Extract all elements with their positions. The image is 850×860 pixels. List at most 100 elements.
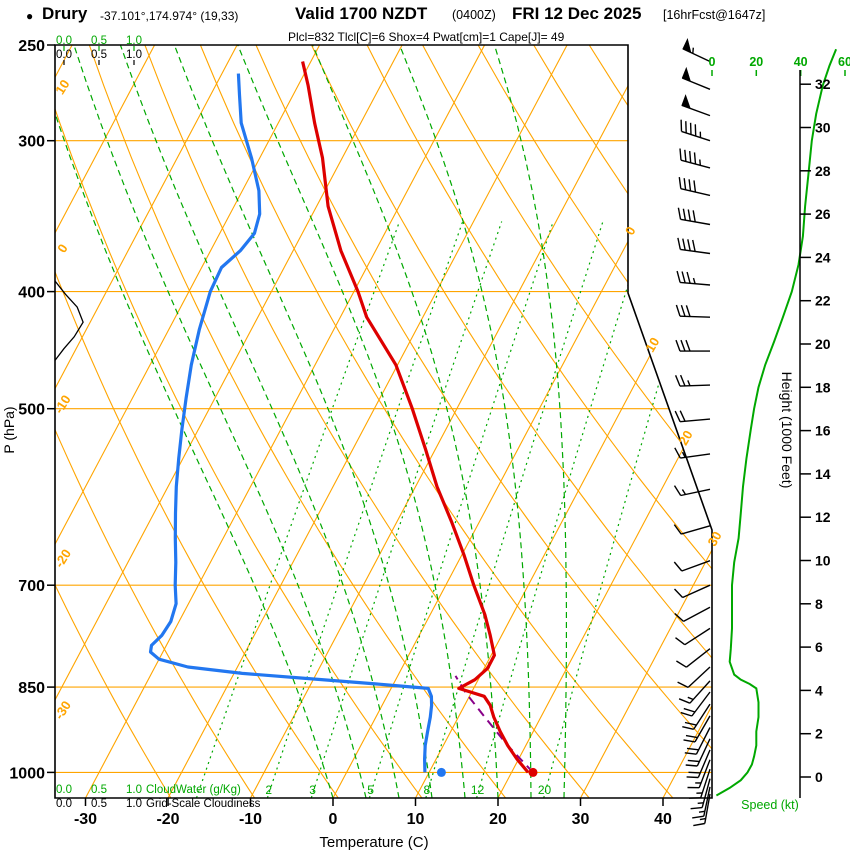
plot-border-outline (54, 44, 713, 799)
dry-adiabat-line (88, 45, 507, 798)
height-tick-label: 0 (815, 769, 823, 785)
moist-adiabat-line (55, 45, 334, 798)
pressure-axis-title: P (hPa) (1, 406, 17, 453)
speed-tick-label: 0 (709, 55, 716, 69)
isotherm-label: 20 (675, 428, 695, 448)
wind-barb (693, 793, 711, 827)
isotherm-line (415, 45, 712, 798)
cloudwater-scale-top-value: 1.0 (126, 35, 142, 47)
wind-barb (673, 560, 711, 572)
dry-adiabat-line (756, 45, 850, 798)
isotherm-line (55, 45, 156, 798)
cloudiness-scale-bottom-value: 0.0 (56, 798, 72, 810)
pressure-tick-label: 700 (18, 578, 45, 595)
height-tick-label: 16 (815, 423, 831, 439)
wind-barb (686, 749, 711, 779)
moist-adiabat-line (493, 45, 567, 798)
valid-time: Valid 1700 NZDT (295, 4, 428, 23)
cloudwater-scale-bottom-value: 0.0 (56, 784, 72, 796)
dry-adiabat-line (144, 45, 590, 798)
isotherm-line (746, 45, 850, 798)
dry-adiabat-line (422, 45, 712, 798)
isotherm-line (55, 45, 321, 798)
wind-barb (680, 691, 711, 717)
speed-tick-label: 60 (838, 55, 850, 69)
wind-barb (675, 339, 710, 352)
height-tick-label: 32 (815, 76, 831, 92)
wind-barb (675, 304, 711, 318)
dry-adiabat-label: 10 (52, 77, 72, 97)
wind-barb (673, 485, 711, 497)
mixing-ratio-label: 2 (265, 783, 272, 797)
pressure-tick-label: 300 (18, 134, 45, 151)
wind-barb (673, 584, 711, 599)
valid-zulu: (0400Z) (452, 8, 496, 22)
cloudiness-scale-top-value: 1.0 (126, 49, 142, 61)
pressure-tick-label: 850 (18, 680, 45, 697)
isotherm-label: 30 (704, 529, 724, 549)
isotherm-line (85, 45, 486, 798)
surface-dewpoint-dot (436, 767, 446, 777)
dry-adiabat-line (477, 45, 712, 798)
wind-barb (677, 237, 711, 255)
temperature-tick-label: -20 (156, 811, 179, 828)
temperature-tick-label: 0 (329, 811, 338, 828)
height-tick-label: 12 (815, 509, 831, 525)
dry-adiabat-line (55, 45, 339, 798)
isotherm-line (55, 45, 403, 798)
moist-adiabat-line (73, 45, 367, 798)
wind-barb (682, 38, 711, 63)
sounding-profiles (148, 61, 538, 777)
temperature-tick-label: -30 (74, 811, 97, 828)
cloudiness-curve (55, 280, 84, 361)
dry-adiabat-line (199, 45, 674, 798)
cloudiness-scale-top-value: 0.5 (91, 49, 107, 61)
isotherm-line (55, 45, 238, 798)
height-tick-label: 10 (815, 553, 831, 569)
speed-axis-title: Speed (kt) (741, 798, 799, 812)
cloudiness-scale-top-value: 0.0 (56, 49, 72, 61)
stability-indices: Plcl=832 Tlcl[C]=6 Shox=4 Pwat[cm]=1 Cap… (288, 30, 565, 44)
cloudiness-scale-bottom-value: 0.5 (91, 798, 107, 810)
dry-adiabat-line (533, 45, 712, 798)
wind-barb (681, 66, 711, 90)
wind-barb (675, 627, 711, 646)
cloudwater-scale-bottom-value: 0.5 (91, 784, 107, 796)
speed-tick-label: 20 (749, 55, 763, 69)
height-tick-label: 30 (815, 120, 831, 136)
height-tick-label: 22 (815, 293, 831, 309)
moist-adiabat-line (312, 45, 499, 798)
wind-barb (678, 680, 711, 704)
wind-barb (688, 768, 711, 799)
height-tick-label: 4 (815, 682, 823, 698)
pressure-tick-label: 400 (18, 285, 45, 302)
cloudwater-scale-bottom-value: 1.0 (126, 784, 142, 796)
height-tick-label: 28 (815, 163, 831, 179)
height-tick-label: 24 (815, 249, 831, 265)
wind-barb (674, 374, 711, 387)
plot-border (54, 44, 713, 799)
wind-barb (680, 119, 711, 142)
cloudiness-scale-bottom-value: 1.0 (126, 798, 142, 810)
station-bullet-icon: ● (26, 9, 34, 23)
height-tick-label: 14 (815, 466, 831, 482)
dry-adiabat-line (366, 45, 712, 798)
dry-adiabat-line (55, 45, 172, 798)
cloudwater-scale-title: CloudWater (g/Kg) (146, 784, 241, 796)
speed-tick-label: 40 (794, 55, 808, 69)
wind-barb (674, 447, 711, 459)
wind-barb (683, 715, 711, 743)
mixing-ratio-label: 3 (309, 783, 316, 797)
isotherm-label: 0 (622, 224, 639, 238)
cloudiness-scale-title: Grid-Scale Cloudiness (146, 798, 261, 810)
wind-barb (674, 410, 711, 423)
wind-barb (677, 207, 711, 226)
wind-barb (676, 270, 711, 286)
dewpoint-curve (148, 73, 434, 773)
temperature-curve (301, 61, 530, 774)
valid-date: FRI 12 Dec 2025 (512, 4, 642, 23)
dry-adiabat-line (55, 45, 423, 798)
